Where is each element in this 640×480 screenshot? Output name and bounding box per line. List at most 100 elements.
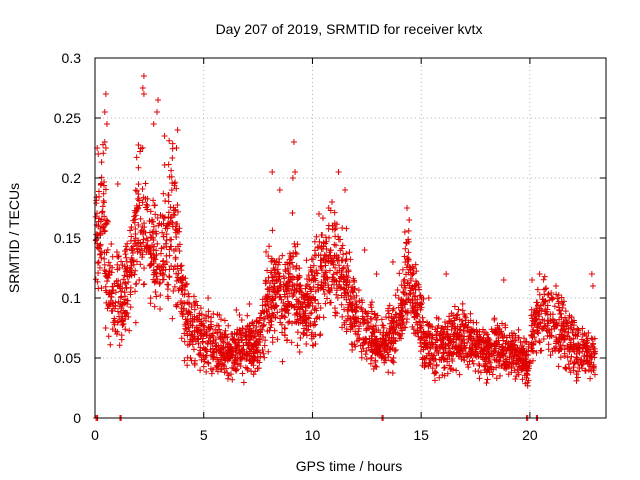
data-point bbox=[561, 332, 568, 339]
data-point bbox=[390, 329, 397, 336]
data-point bbox=[515, 326, 522, 333]
data-point bbox=[320, 256, 327, 263]
data-point bbox=[466, 358, 473, 365]
data-point bbox=[244, 366, 251, 373]
data-point bbox=[261, 308, 268, 315]
data-point bbox=[314, 314, 321, 321]
data-point bbox=[109, 253, 116, 260]
data-point bbox=[294, 342, 301, 349]
data-point bbox=[150, 121, 157, 127]
data-point bbox=[472, 352, 479, 359]
data-point bbox=[567, 322, 574, 329]
data-point bbox=[402, 259, 409, 266]
data-point bbox=[414, 329, 421, 336]
data-point bbox=[243, 326, 250, 333]
data-point bbox=[203, 368, 210, 375]
data-point bbox=[589, 354, 596, 361]
data-point bbox=[471, 328, 478, 335]
data-point bbox=[126, 327, 133, 334]
data-point bbox=[184, 362, 191, 369]
data-point bbox=[315, 286, 322, 293]
data-point bbox=[300, 331, 307, 338]
data-point bbox=[250, 371, 257, 378]
data-point bbox=[274, 336, 281, 343]
data-point bbox=[188, 304, 195, 311]
data-point bbox=[238, 316, 245, 323]
data-point bbox=[117, 294, 124, 301]
data-point bbox=[140, 73, 147, 79]
data-point bbox=[331, 241, 338, 248]
data-point bbox=[260, 309, 267, 316]
data-point bbox=[453, 314, 460, 321]
data-point bbox=[269, 227, 276, 234]
data-point bbox=[564, 354, 571, 361]
data-point bbox=[166, 246, 173, 253]
data-point bbox=[333, 291, 340, 298]
data-point bbox=[262, 337, 269, 344]
data-point bbox=[193, 298, 200, 305]
data-point bbox=[525, 365, 532, 372]
data-point bbox=[555, 298, 562, 305]
data-point bbox=[281, 313, 288, 320]
data-point bbox=[275, 287, 282, 294]
data-point bbox=[367, 355, 374, 362]
data-point bbox=[500, 352, 507, 359]
data-point bbox=[460, 336, 467, 343]
data-point bbox=[538, 307, 545, 314]
data-point bbox=[178, 308, 185, 315]
data-point bbox=[380, 336, 387, 343]
data-point bbox=[358, 348, 365, 355]
data-point bbox=[368, 304, 375, 311]
data-point bbox=[346, 249, 353, 256]
data-point bbox=[389, 370, 396, 377]
data-point bbox=[466, 344, 473, 351]
data-point bbox=[152, 278, 159, 285]
data-point bbox=[282, 266, 289, 273]
data-point bbox=[389, 307, 396, 314]
data-point bbox=[555, 363, 562, 370]
data-point bbox=[556, 347, 563, 354]
data-point bbox=[341, 306, 348, 313]
data-point bbox=[128, 224, 135, 231]
data-point bbox=[281, 306, 288, 313]
data-point bbox=[228, 364, 235, 371]
data-point bbox=[451, 331, 458, 338]
data-point bbox=[163, 231, 170, 238]
data-point bbox=[172, 206, 179, 213]
data-point bbox=[383, 337, 390, 344]
data-point bbox=[124, 273, 131, 280]
data-point bbox=[330, 271, 337, 278]
data-point bbox=[410, 269, 417, 276]
data-point bbox=[339, 257, 346, 264]
data-point bbox=[461, 311, 468, 318]
data-point bbox=[93, 236, 100, 243]
data-point bbox=[404, 307, 411, 314]
data-point bbox=[567, 369, 574, 376]
data-point bbox=[139, 199, 146, 206]
data-point bbox=[98, 180, 105, 187]
data-point bbox=[475, 368, 482, 375]
data-point bbox=[131, 288, 138, 295]
data-point bbox=[453, 367, 460, 374]
data-point bbox=[168, 167, 175, 174]
data-point bbox=[338, 301, 345, 308]
data-point bbox=[447, 333, 454, 340]
data-point bbox=[219, 361, 226, 368]
y-tick-label: 0.25 bbox=[54, 110, 81, 126]
data-point bbox=[229, 376, 236, 383]
data-point bbox=[334, 294, 341, 301]
data-point bbox=[361, 247, 368, 253]
data-point bbox=[100, 224, 107, 231]
data-point bbox=[468, 326, 475, 333]
data-point bbox=[234, 361, 241, 368]
data-point bbox=[121, 289, 128, 296]
data-point bbox=[418, 329, 425, 336]
data-point bbox=[292, 318, 299, 325]
data-point bbox=[244, 323, 251, 330]
data-point bbox=[549, 296, 556, 303]
data-point bbox=[511, 342, 518, 349]
data-point bbox=[515, 360, 522, 367]
data-point bbox=[575, 327, 582, 334]
data-point bbox=[402, 245, 409, 252]
data-point bbox=[244, 312, 251, 319]
